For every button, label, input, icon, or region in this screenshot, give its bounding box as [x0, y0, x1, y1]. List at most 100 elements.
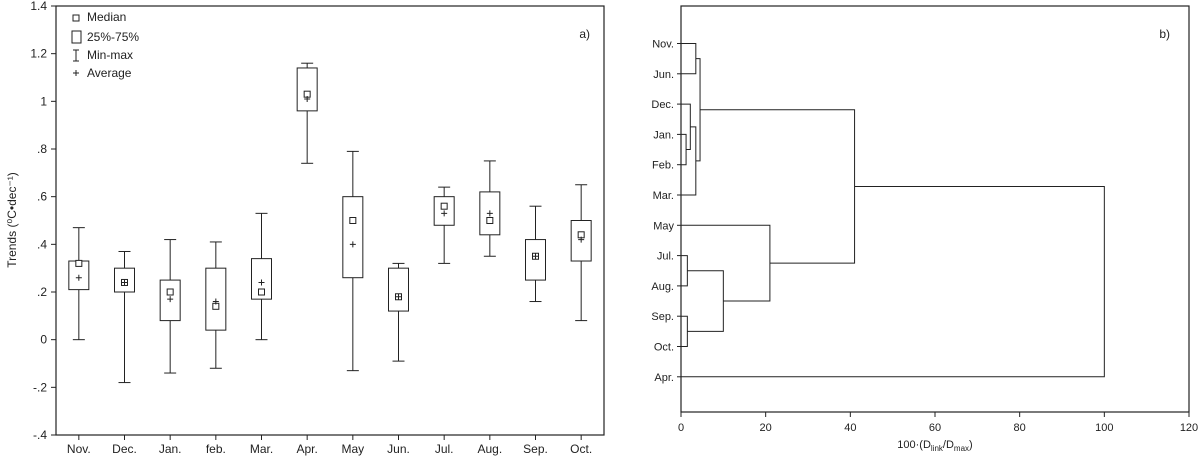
average-marker	[578, 236, 585, 243]
average-marker	[258, 279, 265, 286]
x-label-part3: )	[969, 439, 973, 451]
y-tick-label: 0	[40, 333, 47, 347]
legend-average-label: Average	[87, 66, 132, 80]
x-tick-label: May	[341, 442, 364, 456]
average-marker	[167, 296, 174, 303]
boxplot-boxes	[68, 62, 592, 384]
average-marker	[395, 293, 402, 300]
legend-median-symbol	[72, 14, 80, 22]
leaf-label: May	[653, 220, 674, 232]
legend-whisker-symbol	[73, 49, 79, 62]
average-marker	[486, 210, 493, 217]
x-tick-label: 120	[1180, 422, 1198, 434]
dendrogram-link-c9	[681, 224, 771, 302]
boxplot-y-ticks: -.4 -.2 0 .2 .4 .6 .8 1 1.2 1.4	[30, 0, 56, 442]
dendrogram-leaf-labels: Nov. Jun. Dec. Jan. Feb. Mar. May Jul. Aug. Sep. O…	[651, 39, 681, 384]
x-tick-label: 0	[678, 422, 684, 434]
x-tick-label: 20	[760, 422, 772, 434]
box-feb	[205, 241, 227, 369]
box-mar	[251, 212, 272, 341]
dendrogram-link-c6	[681, 315, 688, 347]
box-may	[342, 150, 364, 372]
box-dec	[114, 250, 135, 384]
iqr-box	[251, 258, 272, 300]
average-marker	[75, 274, 82, 281]
box-oct	[570, 184, 592, 322]
y-tick-label: 1.2	[30, 47, 47, 61]
average-marker	[532, 253, 539, 260]
iqr-box	[296, 67, 318, 112]
x-tick-label: feb.	[206, 442, 226, 456]
x-tick-label: Nov.	[67, 442, 91, 456]
legend-whisker-label: Min-max	[87, 48, 133, 62]
x-tick-label: Jul.	[435, 442, 454, 456]
leaf-label: Apr.	[654, 372, 674, 384]
boxplot-y-axis-label: Trends (⁰C•dec⁻¹)	[5, 172, 19, 268]
dendrogram-x-ticks: 0 20 40 60 80 100 120	[678, 412, 1198, 434]
box-aug	[479, 160, 501, 257]
leaf-label: Dec.	[651, 99, 674, 111]
panel-b-label: b)	[1159, 27, 1170, 41]
x-tick-label: 80	[1014, 422, 1026, 434]
dendrogram-link-c7	[681, 255, 688, 287]
leaf-label: Jul.	[657, 251, 674, 263]
dendrogram-link-c10	[700, 109, 856, 264]
iqr-box	[525, 239, 546, 281]
x-tick-label: Sep.	[523, 442, 548, 456]
dendrogram-link-c2	[681, 103, 691, 151]
y-tick-label: -.2	[33, 380, 47, 394]
x-tick-label: Apr.	[296, 442, 317, 456]
median-marker	[349, 217, 357, 224]
x-tick-label: Mar.	[250, 442, 273, 456]
box-nov	[68, 227, 90, 341]
x-label-sub2: max	[954, 444, 969, 453]
leaf-label: Aug.	[651, 281, 674, 293]
x-tick-label: Jan.	[159, 442, 182, 456]
boxplot-legend: Median 25%-75% Min-max Average	[71, 10, 139, 80]
x-tick-label: Aug.	[477, 442, 502, 456]
leaf-label: Jan.	[653, 129, 674, 141]
box-jul	[433, 186, 455, 264]
y-tick-label: .2	[37, 285, 47, 299]
average-marker	[304, 95, 311, 102]
average-marker	[441, 210, 448, 217]
y-tick-label: 1.4	[30, 0, 47, 13]
average-marker	[121, 279, 128, 286]
x-tick-label: 40	[844, 422, 856, 434]
boxplot-x-ticks: Nov. Dec. Jan. feb. Mar. Apr. May Jun. Jul. Aug. S…	[67, 435, 592, 456]
dendrogram-link-c4	[681, 126, 697, 196]
dendrogram-panel: b) Nov. Jun. Dec. Jan. Feb. Mar. May Jul. Aug. Se…	[651, 5, 1198, 453]
iqr-box	[388, 267, 409, 312]
box-jun	[388, 262, 409, 362]
average-marker	[349, 241, 356, 248]
dendrogram-links	[681, 43, 1105, 378]
average-marker	[212, 298, 219, 305]
median-marker	[440, 202, 448, 210]
dendrogram-link-c8	[687, 270, 724, 332]
dendrogram-link-c1	[681, 133, 687, 166]
median-marker	[166, 288, 174, 296]
leaf-label: Oct.	[654, 342, 674, 354]
y-tick-label: -.4	[33, 428, 47, 442]
x-label-sub1: link	[931, 444, 944, 453]
leaf-label: Jun.	[653, 69, 674, 81]
dendrogram-link-c5	[695, 58, 701, 162]
x-tick-label: Dec.	[112, 442, 137, 456]
x-tick-label: 100	[1095, 422, 1113, 434]
legend-average-symbol	[73, 70, 79, 76]
boxplot-panel: a) Trends (⁰C•dec⁻¹) -.4 -.2 0 .2 .4 .6 .8 1 1.2…	[5, 0, 605, 456]
box-jan	[159, 239, 181, 374]
y-tick-label: .4	[37, 237, 47, 251]
dendrogram-link-c11	[681, 185, 1105, 378]
legend-box-label: 25%-75%	[87, 30, 139, 44]
leaf-label: Nov.	[652, 39, 674, 51]
legend-box-symbol	[71, 30, 82, 44]
x-tick-label: Oct.	[570, 442, 592, 456]
x-tick-label: Jun.	[387, 442, 410, 456]
legend-median-label: Median	[87, 10, 126, 24]
x-label-part2: /D	[943, 439, 954, 451]
x-tick-label: 60	[929, 422, 941, 434]
iqr-box	[342, 196, 364, 279]
x-label-part1: 100·(D	[897, 439, 931, 451]
